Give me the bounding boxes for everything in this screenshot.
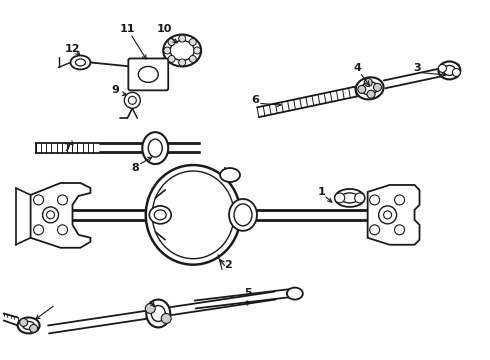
Circle shape: [369, 225, 380, 235]
Text: 10: 10: [156, 24, 172, 33]
Ellipse shape: [151, 306, 165, 321]
Circle shape: [364, 78, 372, 86]
Circle shape: [124, 92, 140, 108]
Circle shape: [57, 225, 68, 235]
Ellipse shape: [443, 66, 455, 75]
Ellipse shape: [23, 321, 35, 329]
Circle shape: [355, 193, 365, 203]
Circle shape: [384, 211, 392, 219]
Ellipse shape: [234, 204, 252, 226]
Ellipse shape: [71, 55, 91, 69]
Circle shape: [179, 59, 186, 66]
Circle shape: [394, 195, 405, 205]
Circle shape: [164, 47, 171, 54]
Text: 6: 6: [251, 95, 259, 105]
Circle shape: [43, 207, 58, 223]
Circle shape: [189, 55, 196, 62]
Circle shape: [358, 85, 366, 93]
Ellipse shape: [170, 41, 194, 60]
Ellipse shape: [18, 318, 40, 333]
Ellipse shape: [149, 206, 171, 224]
Text: 12: 12: [65, 44, 80, 54]
Circle shape: [367, 90, 375, 98]
Ellipse shape: [439, 62, 461, 80]
Circle shape: [335, 193, 345, 203]
Ellipse shape: [146, 165, 241, 265]
Text: 7: 7: [64, 143, 72, 153]
Ellipse shape: [142, 132, 168, 164]
Circle shape: [394, 225, 405, 235]
Circle shape: [168, 39, 175, 45]
Text: 4: 4: [354, 63, 362, 73]
Ellipse shape: [287, 288, 303, 300]
Circle shape: [34, 195, 44, 205]
Circle shape: [161, 314, 171, 323]
Circle shape: [20, 319, 27, 327]
Text: 9: 9: [111, 85, 119, 95]
Ellipse shape: [341, 193, 359, 203]
Ellipse shape: [229, 199, 257, 231]
Circle shape: [439, 64, 446, 72]
Text: 2: 2: [224, 260, 232, 270]
Circle shape: [452, 68, 461, 76]
Ellipse shape: [163, 35, 201, 67]
FancyBboxPatch shape: [128, 58, 168, 90]
Ellipse shape: [152, 171, 234, 259]
Text: 1: 1: [318, 187, 326, 197]
Text: 8: 8: [131, 163, 139, 173]
Ellipse shape: [148, 139, 162, 157]
Ellipse shape: [362, 82, 378, 95]
Ellipse shape: [220, 168, 240, 182]
Circle shape: [47, 211, 54, 219]
Circle shape: [128, 96, 136, 104]
Text: 3: 3: [414, 63, 421, 73]
Polygon shape: [368, 185, 419, 245]
Circle shape: [194, 47, 200, 54]
Text: 5: 5: [244, 288, 252, 298]
Circle shape: [145, 303, 155, 314]
Circle shape: [34, 225, 44, 235]
Ellipse shape: [75, 59, 85, 66]
Circle shape: [379, 206, 396, 224]
Ellipse shape: [138, 67, 158, 82]
Text: 11: 11: [120, 24, 135, 33]
Circle shape: [57, 195, 68, 205]
Circle shape: [179, 35, 186, 42]
Circle shape: [373, 83, 382, 91]
Ellipse shape: [335, 189, 365, 207]
Ellipse shape: [147, 300, 170, 328]
Circle shape: [29, 324, 38, 332]
Ellipse shape: [154, 210, 166, 220]
Circle shape: [189, 39, 196, 45]
Polygon shape: [30, 183, 91, 248]
Ellipse shape: [356, 77, 384, 99]
Circle shape: [168, 55, 175, 62]
Circle shape: [369, 195, 380, 205]
